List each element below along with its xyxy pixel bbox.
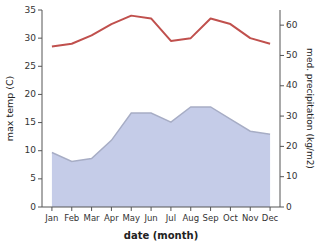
x-tick-label: Sep [203,213,219,223]
y2-tick-label: 30 [286,111,298,121]
plot-area [52,16,270,207]
y2-tick-label: 60 [286,20,298,30]
y-tick-label: 20 [25,89,37,99]
x-tick-label: Mar [84,213,101,223]
y-tick-label: 30 [25,33,37,43]
y-tick-label: 5 [30,173,36,183]
y-axis-label: max temp (C) [4,76,15,142]
y-tick-label: 10 [25,145,37,155]
y2-tick-label: 10 [286,171,298,181]
x-tick [51,207,52,211]
y2-tick [280,55,284,56]
y2-tick [280,176,284,177]
x-tick [190,207,191,211]
x-tick-label: Dec [262,213,279,223]
x-tick [210,207,211,211]
y-tick [38,38,42,39]
x-tick [71,207,72,211]
y2-tick-label: 40 [286,80,298,90]
y-tick-label: 35 [25,5,36,15]
x-tick-label: Jan [44,213,58,223]
x-tick [131,207,132,211]
x-tick-label: Jun [143,213,157,223]
y-tick [38,94,42,95]
y2-tick-label: 0 [286,202,292,212]
x-tick [270,207,271,211]
y2-tick [280,146,284,147]
chart: Jan Feb MarAprMayJun Jul Aug Sep Oct NovDec 0 5 10… [0,0,318,247]
y2-tick [280,207,284,208]
x-axis-label: date (month) [124,230,198,241]
x-axis-line [42,207,280,208]
y-tick [38,178,42,179]
x-tick-label: Aug [182,213,199,223]
x-tick-label: Apr [104,213,119,223]
y2-tick-label: 20 [286,141,298,151]
y2-tick [280,85,284,86]
temperature-line [52,16,270,47]
y-tick [38,122,42,123]
x-tick-label: Oct [223,213,238,223]
x-tick [230,207,231,211]
y-tick-label: 15 [25,117,36,127]
y-tick-label: 25 [25,61,36,71]
x-tick [111,207,112,211]
x-tick [151,207,152,211]
x-tick-label: Jul [165,213,176,223]
x-tick [170,207,171,211]
y-tick [38,150,42,151]
precipitation-outline [52,107,270,162]
precipitation-area [52,107,270,207]
y-tick [38,207,42,208]
y2-tick [280,25,284,26]
x-tick [250,207,251,211]
y2-tick [280,116,284,117]
x-tick [91,207,92,211]
x-tick-label: May [122,213,140,223]
y-tick [38,10,42,11]
y2-tick-label: 50 [286,50,298,60]
x-tick-label: Feb [64,213,79,223]
x-tick-label: Nov [242,213,259,223]
y-axis-line [42,10,43,207]
y-tick [38,66,42,67]
y2-axis-line [280,10,281,207]
y2-axis-label: med. precipitation (kg/m2) [305,48,315,169]
y-tick-label: 0 [30,202,36,212]
